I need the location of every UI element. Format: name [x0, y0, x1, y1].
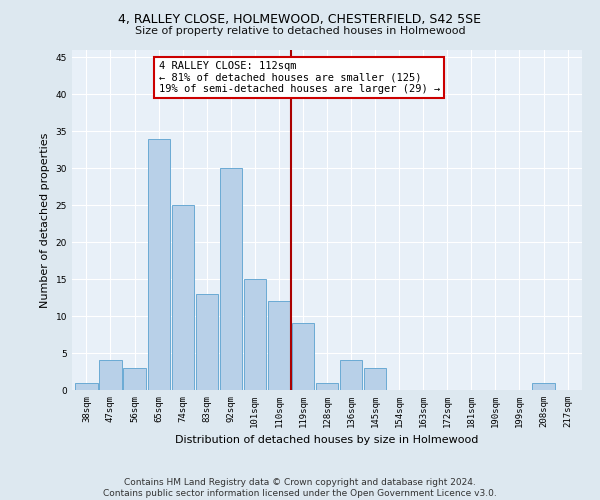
Bar — [76, 382, 98, 390]
Text: Size of property relative to detached houses in Holmewood: Size of property relative to detached ho… — [134, 26, 466, 36]
Bar — [316, 382, 338, 390]
Text: Contains HM Land Registry data © Crown copyright and database right 2024.
Contai: Contains HM Land Registry data © Crown c… — [103, 478, 497, 498]
Text: 4 RALLEY CLOSE: 112sqm
← 81% of detached houses are smaller (125)
19% of semi-de: 4 RALLEY CLOSE: 112sqm ← 81% of detached… — [158, 61, 440, 94]
Bar — [124, 368, 146, 390]
Bar — [196, 294, 218, 390]
Bar — [172, 205, 194, 390]
Y-axis label: Number of detached properties: Number of detached properties — [40, 132, 50, 308]
Bar — [364, 368, 386, 390]
Bar — [220, 168, 242, 390]
Bar — [148, 138, 170, 390]
Bar — [532, 382, 554, 390]
Text: 4, RALLEY CLOSE, HOLMEWOOD, CHESTERFIELD, S42 5SE: 4, RALLEY CLOSE, HOLMEWOOD, CHESTERFIELD… — [119, 12, 482, 26]
Bar — [292, 324, 314, 390]
Bar — [340, 360, 362, 390]
Bar — [268, 302, 290, 390]
Bar — [244, 279, 266, 390]
Bar — [100, 360, 122, 390]
X-axis label: Distribution of detached houses by size in Holmewood: Distribution of detached houses by size … — [175, 436, 479, 446]
